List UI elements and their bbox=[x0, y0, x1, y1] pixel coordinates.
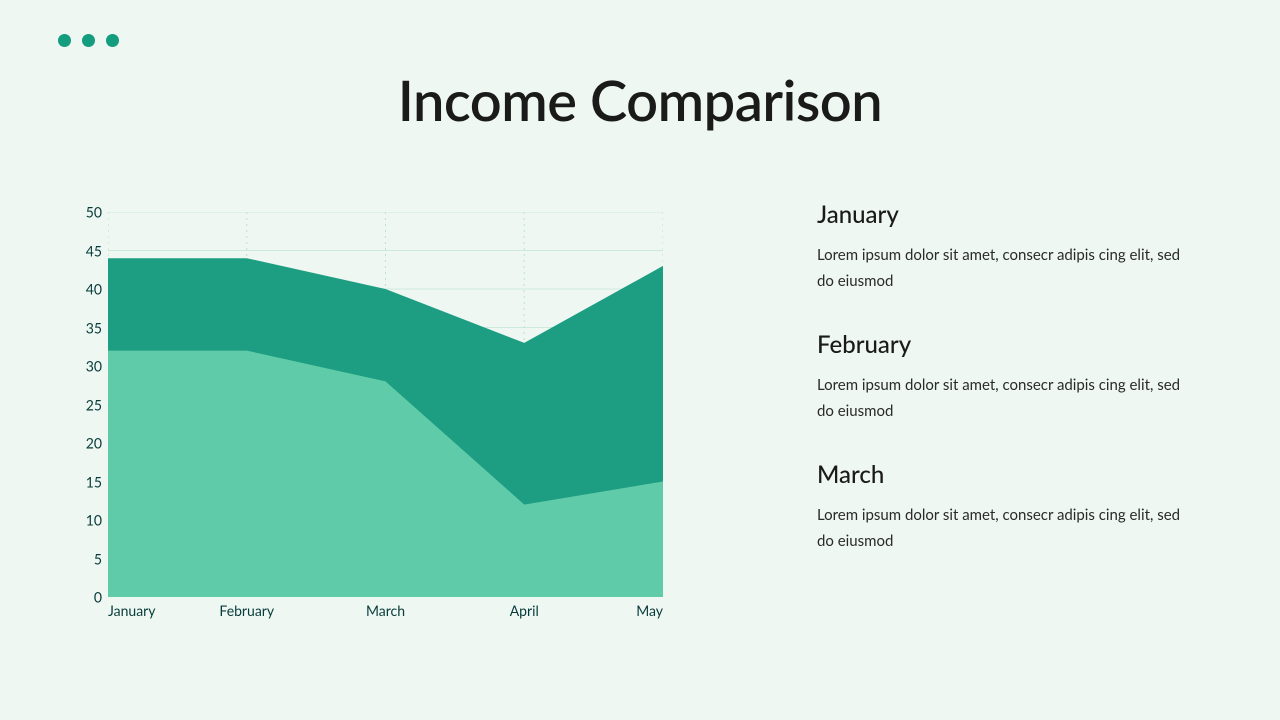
y-tick-label: 40 bbox=[86, 281, 102, 298]
side-heading: March bbox=[817, 460, 1187, 489]
x-axis-labels: January February March April May bbox=[108, 602, 663, 632]
side-block-february: February Lorem ipsum dolor sit amet, con… bbox=[817, 330, 1187, 424]
y-tick-label: 20 bbox=[86, 435, 102, 452]
y-tick-label: 0 bbox=[94, 589, 102, 606]
side-body: Lorem ipsum dolor sit amet, consecr adip… bbox=[817, 243, 1187, 294]
y-tick-label: 30 bbox=[86, 358, 102, 375]
y-tick-label: 5 bbox=[94, 550, 102, 567]
y-tick-label: 25 bbox=[86, 396, 102, 413]
chart-plot bbox=[108, 212, 663, 597]
side-panel: January Lorem ipsum dolor sit amet, cons… bbox=[817, 200, 1187, 590]
dot-icon bbox=[82, 34, 95, 47]
side-block-march: March Lorem ipsum dolor sit amet, consec… bbox=[817, 460, 1187, 554]
decor-dots bbox=[58, 34, 119, 47]
dot-icon bbox=[58, 34, 71, 47]
x-tick-label: May bbox=[636, 602, 663, 619]
side-body: Lorem ipsum dolor sit amet, consecr adip… bbox=[817, 373, 1187, 424]
y-tick-label: 15 bbox=[86, 473, 102, 490]
y-tick-label: 35 bbox=[86, 319, 102, 336]
y-axis-labels: 05101520253035404550 bbox=[78, 200, 106, 595]
x-tick-label: January bbox=[108, 602, 155, 619]
side-heading: February bbox=[817, 330, 1187, 359]
x-tick-label: March bbox=[366, 602, 405, 619]
dot-icon bbox=[106, 34, 119, 47]
side-block-january: January Lorem ipsum dolor sit amet, cons… bbox=[817, 200, 1187, 294]
page-title: Income Comparison bbox=[0, 66, 1280, 133]
income-chart: 0 5 10 15 20 25 30 35 40 45 50 January February Marc… bbox=[78, 200, 678, 640]
y-tick-label: 10 bbox=[86, 512, 102, 529]
x-tick-label: April bbox=[510, 602, 539, 619]
side-heading: January bbox=[817, 200, 1187, 229]
x-tick-label: February bbox=[219, 602, 274, 619]
y-tick-label: 50 bbox=[86, 204, 102, 221]
y-tick-label: 45 bbox=[86, 242, 102, 259]
side-body: Lorem ipsum dolor sit amet, consecr adip… bbox=[817, 503, 1187, 554]
